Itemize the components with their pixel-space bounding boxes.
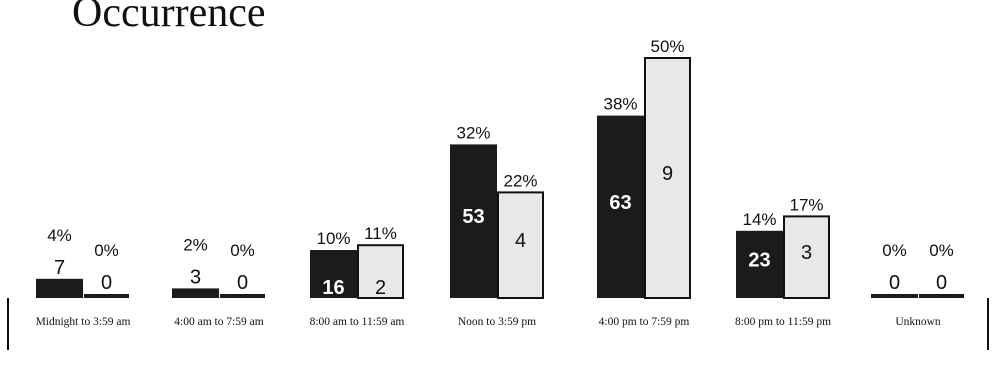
count-label: 0 [101, 272, 112, 294]
count-label: 4 [515, 230, 526, 252]
x-tick-label: 4:00 pm to 7:59 pm [599, 316, 690, 328]
bar [310, 250, 357, 298]
x-tick-label: Unknown [895, 316, 941, 328]
value-label: 11% [364, 224, 397, 243]
value-label: 50% [650, 37, 684, 56]
value-label: 0% [882, 241, 907, 260]
count-label: 2 [375, 277, 386, 299]
count-label: 0 [936, 272, 947, 294]
count-label: 16 [322, 277, 344, 299]
count-label: 3 [801, 242, 812, 264]
value-label: 4% [47, 226, 72, 245]
bar [597, 115, 644, 298]
bar [357, 244, 404, 299]
chart-title: Occurrence [72, 0, 266, 36]
bar [450, 144, 497, 298]
x-tick-label: 8:00 pm to 11:59 pm [735, 316, 831, 328]
bar [919, 294, 964, 298]
x-tick-label: 8:00 am to 11:59 am [310, 316, 405, 328]
value-label: 0% [230, 241, 255, 260]
bar [497, 191, 544, 299]
count-label: 53 [462, 206, 484, 228]
x-tick-label: 4:00 am to 7:59 am [174, 316, 263, 328]
value-label: 17% [789, 195, 823, 214]
count-label: 9 [662, 163, 673, 185]
value-label: 38% [603, 95, 637, 114]
value-label: 0% [929, 241, 954, 260]
bar [36, 278, 83, 298]
bar [736, 230, 783, 298]
count-label: 63 [609, 192, 631, 214]
bar [172, 288, 219, 298]
count-label: 7 [54, 257, 65, 279]
bar [644, 57, 691, 299]
count-label: 3 [190, 266, 201, 288]
x-tick-label: Midnight to 3:59 am [36, 316, 131, 328]
value-label: 14% [742, 210, 776, 229]
bar [783, 215, 830, 299]
value-label: 32% [456, 123, 490, 142]
bar [871, 294, 918, 298]
value-label: 0% [94, 241, 119, 260]
count-label: 23 [748, 249, 770, 271]
value-label: 2% [183, 235, 208, 254]
bar [220, 294, 265, 298]
value-label: 22% [503, 171, 537, 190]
count-label: 0 [889, 272, 900, 294]
x-tick-label: Noon to 3:59 pm [458, 316, 536, 328]
value-label: 10% [316, 229, 350, 248]
count-label: 0 [237, 272, 248, 294]
bar [84, 294, 129, 298]
